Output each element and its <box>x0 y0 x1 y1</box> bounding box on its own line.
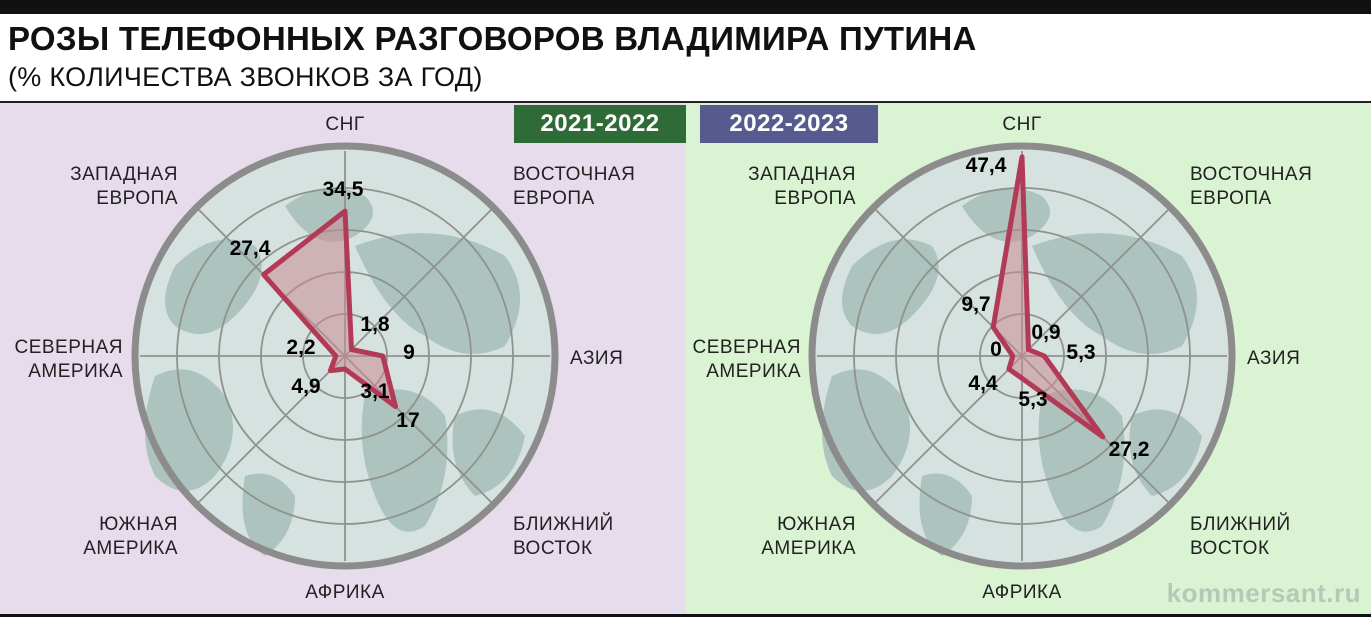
header-divider <box>0 101 1371 103</box>
value-label-южная-америка: 4,4 <box>968 372 998 395</box>
chart-subtitle: (% КОЛИЧЕСТВА ЗВОНКОВ ЗА ГОД) <box>8 62 483 92</box>
watermark: kommersant.ru <box>1166 578 1361 608</box>
axis-label-африка: АФРИКА <box>982 582 1062 603</box>
value-label-снг: 47,4 <box>966 154 1007 177</box>
axis-label-ближний-восток: БЛИЖНИЙ ВОСТОК <box>1190 513 1291 559</box>
data-polygon-2021-2022 <box>261 208 398 409</box>
axis-label-ближний-восток: БЛИЖНИЙ ВОСТОК <box>513 513 614 559</box>
radar-chart-2021-2022: 34,5 1,8 9 17 3,1 4,9 2,2 27,4 СНГ ВОСТОЧНАЯ ЕВРОП… <box>14 114 635 603</box>
axis-label-восточная-европа: ВОСТОЧНАЯ ЕВРОПА <box>513 164 635 209</box>
axis-label-южная-америка: ЮЖНАЯ АМЕРИКА <box>761 514 856 559</box>
period-badge-2022-2023: 2022-2023 <box>700 105 878 143</box>
value-label-восточная-европа: 1,8 <box>360 313 390 336</box>
axis-label-западная-европа: ЗАПАДНАЯ ЕВРОПА <box>748 164 856 209</box>
value-label-азия: 9 <box>403 341 415 364</box>
data-polygon-2022-2023 <box>990 154 1106 440</box>
value-label-западная-европа: 27,4 <box>230 237 271 260</box>
value-label-африка: 5,3 <box>1018 388 1047 411</box>
axis-label-северная-америка: СЕВЕРНАЯ АМЕРИКА <box>14 337 123 382</box>
value-label-северная-америка: 0 <box>990 338 1002 361</box>
globe-rim <box>808 142 1236 570</box>
globe-rim <box>131 142 559 570</box>
value-label-азия: 5,3 <box>1066 341 1095 364</box>
value-label-северная-америка: 2,2 <box>286 336 315 359</box>
value-label-восточная-европа: 0,9 <box>1031 321 1060 344</box>
axis-label-азия: АЗИЯ <box>1247 348 1300 369</box>
radar-chart-2022-2023: 47,4 0,9 5,3 27,2 5,3 4,4 09,7 СНГ ВОСТОЧНАЯ ЕВРО… <box>692 114 1312 603</box>
value-label-африка: 3,1 <box>360 380 390 403</box>
chart-title: РОЗЫ ТЕЛЕФОННЫХ РАЗГОВОРОВ ВЛАДИМИРА ПУТ… <box>8 20 977 57</box>
axis-label-снг: СНГ <box>325 114 364 135</box>
axis-label-южная-америка: ЮЖНАЯ АМЕРИКА <box>83 514 178 559</box>
axis-label-западная-европа: ЗАПАДНАЯ ЕВРОПА <box>70 164 178 209</box>
value-label-снг: 34,5 <box>323 178 364 201</box>
axis-label-азия: АЗИЯ <box>570 348 623 369</box>
value-label-западная-европа: 9,7 <box>961 293 990 316</box>
axis-label-северная-америка: СЕВЕРНАЯ АМЕРИКА <box>692 337 801 382</box>
world-map-graphic <box>145 188 525 556</box>
axis-label-снг: СНГ <box>1002 114 1041 135</box>
bottom-rule <box>0 614 1371 617</box>
period-badge-2021-2022: 2021-2022 <box>514 105 686 143</box>
value-label-южная-америка: 4,9 <box>291 375 320 398</box>
world-map-graphic <box>822 188 1202 556</box>
value-label-ближний-восток: 17 <box>396 409 419 432</box>
top-rule <box>0 0 1371 14</box>
value-label-ближний-восток: 27,2 <box>1109 438 1150 461</box>
axis-label-восточная-европа: ВОСТОЧНАЯ ЕВРОПА <box>1190 164 1312 209</box>
axis-label-африка: АФРИКА <box>305 582 385 603</box>
